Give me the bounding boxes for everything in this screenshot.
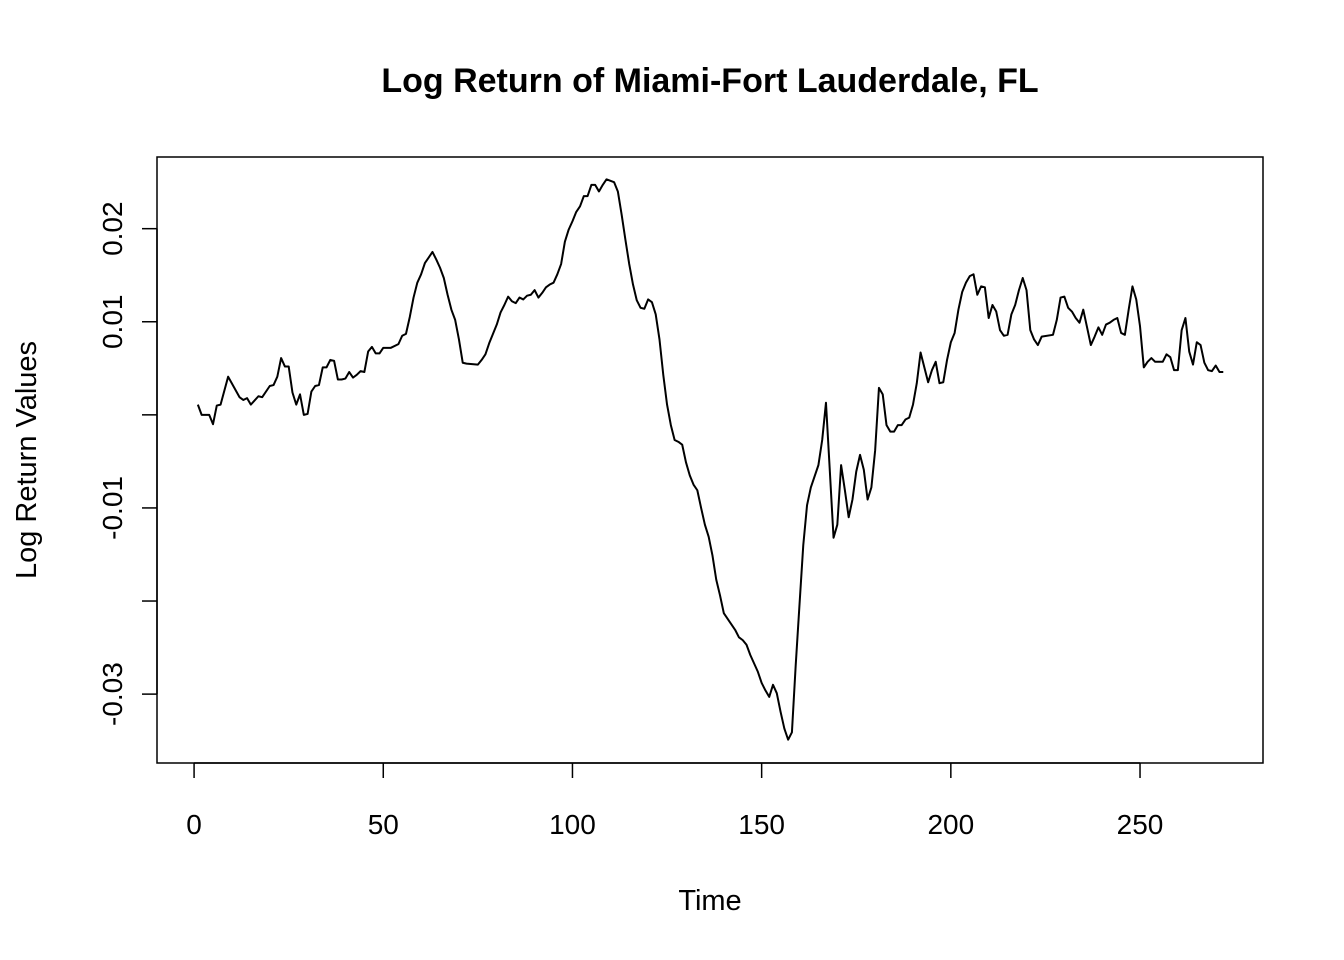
x-tick-label: 250 — [1117, 809, 1164, 840]
y-tick-label: 0.02 — [97, 201, 128, 256]
y-tick-label: -0.01 — [97, 476, 128, 540]
y-tick-label: -0.03 — [97, 662, 128, 726]
x-tick-label: 150 — [738, 809, 785, 840]
data-line — [196, 178, 1224, 741]
x-tick-label: 50 — [368, 809, 399, 840]
chart-title: Log Return of Miami-Fort Lauderdale, FL — [381, 62, 1038, 100]
x-tick-label: 0 — [186, 809, 202, 840]
y-axis-label: Log Return Values — [11, 341, 43, 579]
x-tick-label: 100 — [549, 809, 596, 840]
x-axis-label: Time — [678, 885, 741, 917]
y-tick-label: 0.01 — [97, 295, 128, 350]
x-tick-label: 200 — [927, 809, 974, 840]
